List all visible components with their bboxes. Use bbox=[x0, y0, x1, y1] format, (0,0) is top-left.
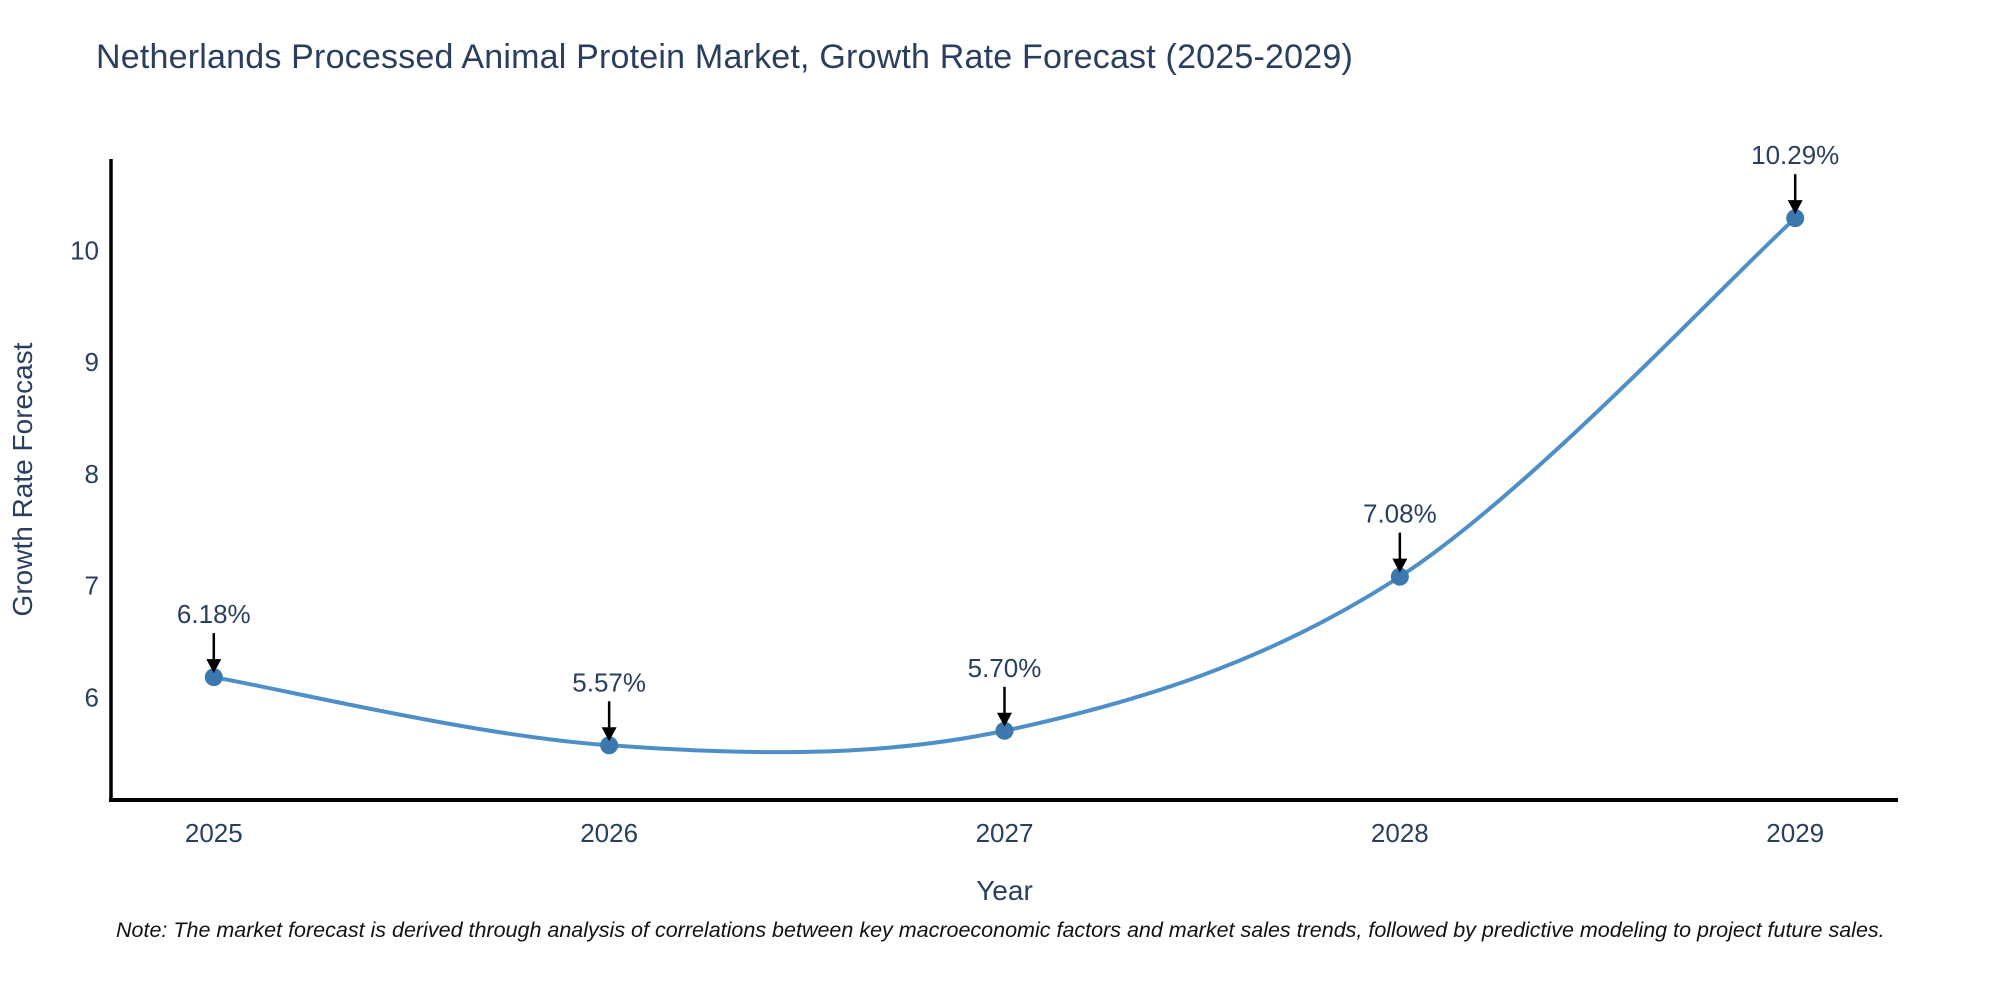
x-tick-label: 2026 bbox=[580, 818, 638, 848]
y-tick-label: 8 bbox=[85, 459, 99, 489]
annotation-label: 6.18% bbox=[177, 599, 251, 629]
annotation-label: 5.70% bbox=[968, 653, 1042, 683]
x-tick-labels: 2025 2026 2027 2028 2029 bbox=[185, 818, 1824, 848]
y-tick-label: 7 bbox=[85, 571, 99, 601]
annotation-label: 7.08% bbox=[1363, 499, 1437, 529]
axes bbox=[109, 159, 1898, 802]
chart-title: Netherlands Processed Animal Protein Mar… bbox=[96, 38, 1353, 76]
annotation-arrowhead-icon bbox=[1392, 558, 1408, 573]
annotation-label: 10.29% bbox=[1751, 140, 1839, 170]
x-axis-title: Year bbox=[976, 875, 1033, 906]
y-tick-labels: 6 7 8 9 10 bbox=[70, 236, 99, 713]
annotation-label: 5.57% bbox=[572, 667, 646, 697]
y-tick-label: 9 bbox=[85, 347, 99, 377]
data-point[interactable] bbox=[1786, 209, 1805, 228]
chart-note: Note: The market forecast is derived thr… bbox=[116, 918, 1885, 942]
data-point[interactable] bbox=[204, 668, 223, 687]
annotation-arrowhead-icon bbox=[997, 712, 1012, 727]
data-point[interactable] bbox=[1390, 567, 1409, 586]
data-point[interactable] bbox=[995, 721, 1014, 740]
series-line bbox=[211, 216, 1798, 755]
data-points bbox=[204, 209, 1805, 755]
x-tick-label: 2029 bbox=[1766, 818, 1824, 848]
x-tick-label: 2028 bbox=[1371, 818, 1429, 848]
data-point[interactable] bbox=[600, 736, 619, 755]
x-tick-label: 2025 bbox=[185, 818, 243, 848]
y-axis-title: Growth Rate Forecast bbox=[7, 342, 38, 616]
x-tick-label: 2027 bbox=[976, 818, 1034, 848]
annotation-arrowhead-icon bbox=[601, 727, 617, 742]
y-tick-label: 10 bbox=[70, 236, 99, 266]
annotations: 6.18% 5.57% 5.70% 7.08% 10.29% bbox=[177, 140, 1839, 742]
annotation-arrowhead-icon bbox=[206, 659, 222, 674]
y-tick-label: 6 bbox=[85, 682, 99, 712]
annotation-arrowhead-icon bbox=[1787, 200, 1803, 215]
